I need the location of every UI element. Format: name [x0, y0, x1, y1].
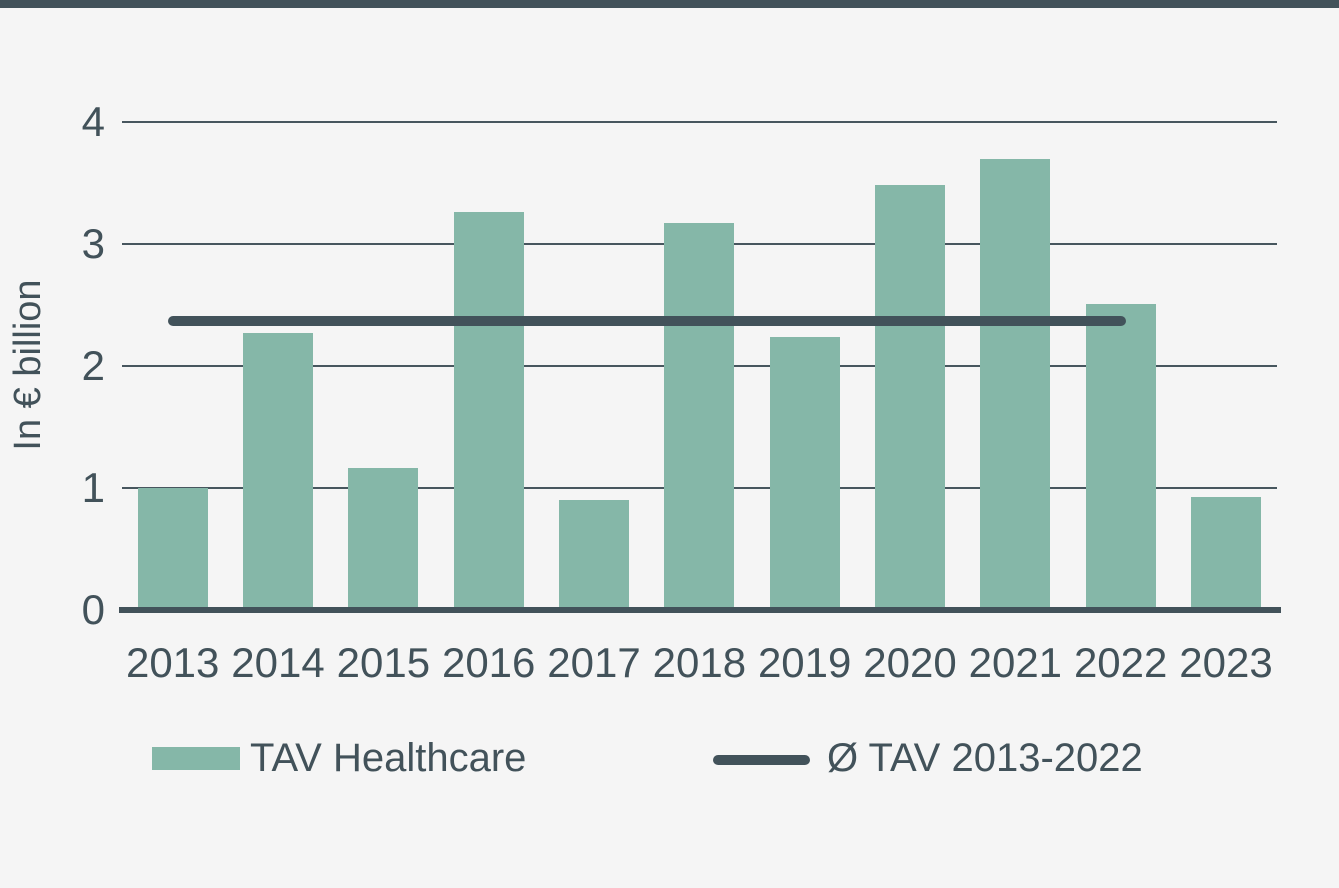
bar-2023	[1191, 496, 1261, 610]
bar-2019	[769, 336, 840, 610]
legend-label-average-tav: Ø TAV 2013-2022	[827, 736, 1143, 780]
y-tick-label-0: 0	[81, 586, 105, 633]
bar-2018	[664, 223, 735, 610]
x-tick-label-2014: 2014	[231, 639, 325, 686]
bar-2014	[243, 333, 314, 610]
legend-average-line-swatch	[713, 755, 810, 765]
gridline-y-4	[122, 121, 1277, 123]
x-axis-line	[119, 607, 1281, 613]
x-tick-label-2023: 2023	[1179, 639, 1273, 686]
x-tick-label-2016: 2016	[441, 639, 536, 686]
x-tick-label-2018: 2018	[652, 639, 747, 686]
x-tick-label-2022: 2022	[1073, 639, 1168, 686]
window-top-border	[0, 0, 1339, 8]
y-tick-label-4: 4	[81, 98, 105, 145]
bar-2020	[875, 185, 945, 610]
bar-2022	[1085, 303, 1156, 610]
y-tick-label-3: 3	[81, 220, 105, 267]
x-tick-label-2021: 2021	[968, 639, 1063, 686]
bar-2013	[137, 488, 208, 610]
legend-bar-swatch	[152, 747, 240, 770]
x-tick-label-2017: 2017	[547, 639, 641, 686]
x-tick-label-2020: 2020	[863, 639, 957, 686]
bar-2021	[980, 158, 1051, 610]
bar-2015	[348, 468, 419, 610]
y-tick-label-2: 2	[81, 342, 105, 389]
x-tick-label-2019: 2019	[757, 639, 852, 686]
bar-2017	[559, 500, 630, 610]
legend-label-tav-healthcare: TAV Healthcare	[250, 736, 527, 780]
x-tick-label-2015: 2015	[336, 639, 431, 686]
x-tick-label-2013: 2013	[125, 639, 220, 686]
y-tick-label-1: 1	[81, 464, 105, 511]
bar-2016	[453, 212, 524, 610]
average-line	[167, 315, 1126, 326]
